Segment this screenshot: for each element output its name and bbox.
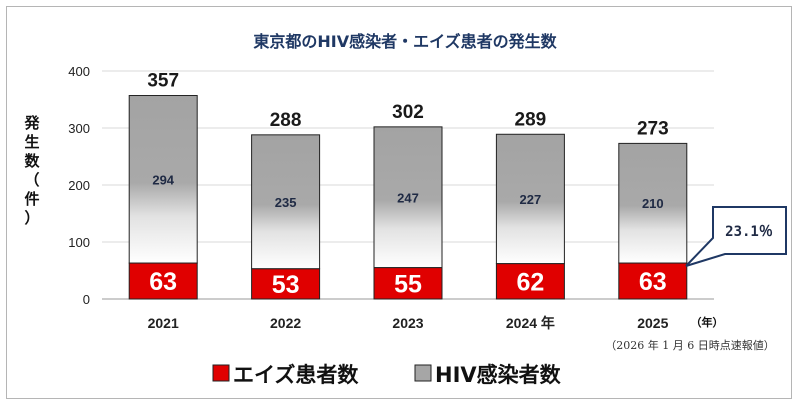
y-axis: 0 100 200 300 400 (68, 64, 90, 307)
hiv-value-label: 227 (520, 192, 542, 207)
bar-hiv (618, 142, 688, 264)
x-axis-unit: （年） (691, 315, 724, 329)
total-value-label: 357 (147, 71, 179, 92)
y-tick-label: 400 (68, 64, 90, 79)
bar-hiv (373, 126, 443, 269)
chart-title: 東京都のHIV感染者・エイズ患者の発生数 (253, 32, 557, 51)
callout-box (685, 206, 787, 267)
bar-aids (618, 262, 688, 300)
callout-text: 23.1％ (725, 224, 773, 240)
hiv-value-label: 294 (152, 172, 174, 187)
x-tick-label: 2025 (637, 315, 668, 331)
aids-value-label: 55 (394, 270, 422, 298)
legend-swatch-aids (212, 364, 230, 382)
total-value-label: 288 (270, 110, 302, 131)
legend-swatch-hiv (414, 364, 432, 382)
y-tick-label: 200 (68, 178, 90, 193)
x-tick-label: 2022 (270, 315, 301, 331)
hiv-value-label: 210 (642, 196, 664, 211)
aids-value-label: 62 (516, 268, 544, 296)
bar-hiv (495, 133, 565, 265)
y-axis-title: 発生数（件） (23, 114, 40, 227)
y-tick-label: 100 (68, 235, 90, 250)
hiv-value-label: 235 (275, 195, 297, 210)
bar-aids (495, 263, 565, 300)
legend-label-hiv: HIV感染者数 (435, 363, 562, 387)
aids-value-label: 63 (639, 268, 667, 296)
aids-value-label: 53 (272, 271, 300, 299)
hiv-value-label: 247 (397, 190, 419, 205)
data-note: （2026 年 1 月 6 日時点速報値） (605, 338, 774, 352)
legend: エイズ患者数 HIV感染者数 (212, 363, 562, 387)
share-callout: 23.1％ (685, 206, 787, 267)
aids-value-label: 63 (149, 268, 177, 296)
bar-hiv (251, 134, 321, 270)
x-tick-label: 2024 年 (506, 315, 555, 331)
bars: 294 63 357 235 53 288 247 55 302 227 62 289 210 63 273 (128, 71, 688, 300)
x-tick-label: 2023 (392, 315, 423, 331)
bar-aids (373, 267, 443, 300)
x-axis: 2021 2022 2023 2024 年 2025 (148, 315, 669, 331)
total-value-label: 302 (392, 102, 424, 123)
total-value-label: 273 (637, 118, 669, 139)
y-tick-label: 0 (83, 292, 90, 307)
x-tick-label: 2021 (148, 315, 179, 331)
bar-aids (128, 262, 198, 300)
total-value-label: 289 (515, 109, 547, 130)
y-tick-label: 300 (68, 121, 90, 136)
legend-label-aids: エイズ患者数 (233, 363, 359, 387)
bar-aids (251, 268, 321, 300)
